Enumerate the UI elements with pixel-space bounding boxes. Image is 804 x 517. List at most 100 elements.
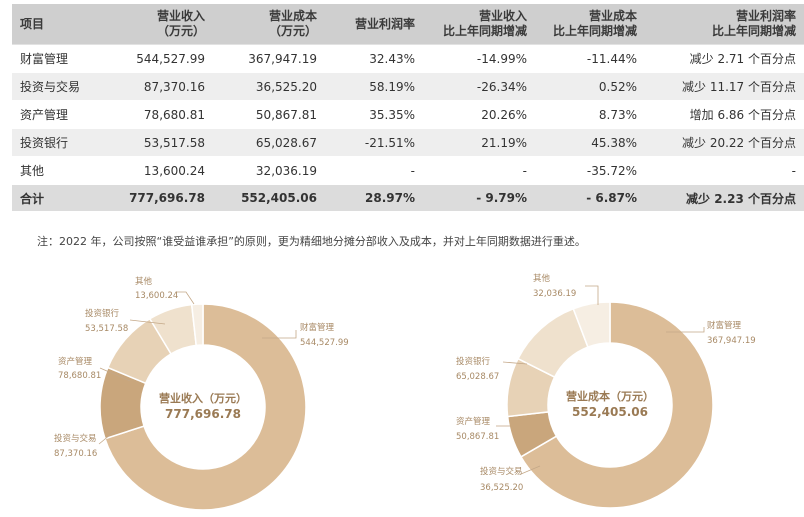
column-header-line1: 营业利润率 <box>735 9 796 23</box>
table-cell: 减少 11.17 个百分点 <box>645 72 804 101</box>
segment-table: 项目 营业收入 （万元） 营业成本 （万元） 营业利润率 营业收入 比上年同期增减 营业成本 比上… <box>12 4 804 212</box>
donut-slice-0 <box>104 303 307 511</box>
table-cell: 13,600.24 <box>110 156 213 185</box>
total-cell: 28.97% <box>325 184 423 212</box>
table-row: 投资与交易 87,370.16 36,525.20 58.19% -26.34% 0.52… <box>12 72 804 101</box>
slice-label-value: 544,527.99 <box>300 338 349 348</box>
slice-label-name: 资产管理 <box>58 356 93 367</box>
revenue-donut-chart: 营业收入（万元） 777,696.78 财富管理 544,527.99 投资与交易 87,… <box>54 276 349 511</box>
table-cell: 投资银行 <box>12 128 110 157</box>
table-cell: - <box>645 156 804 185</box>
slice-label-value: 65,028.67 <box>456 372 499 382</box>
table-cell: 减少 20.22 个百分点 <box>645 128 804 157</box>
label-leader-line <box>129 319 166 325</box>
slice-label-name: 投资银行 <box>85 308 120 319</box>
column-header-line2: 比上年同期增减 <box>552 24 637 38</box>
slice-label-value: 32,036.19 <box>533 289 576 299</box>
column-header: 营业收入 比上年同期增减 <box>423 4 535 45</box>
label-leader-line <box>502 361 528 365</box>
total-cell: 552,405.06 <box>213 184 325 212</box>
table-cell: -26.34% <box>423 72 535 101</box>
table-cell: 53,517.58 <box>110 128 213 157</box>
table-cell: -21.51% <box>325 128 423 157</box>
column-header-line1: 营业收入 <box>156 9 205 23</box>
table-cell: 367,947.19 <box>213 44 325 73</box>
table-cell: -35.72% <box>535 156 645 185</box>
table-cell: 32,036.19 <box>213 156 325 185</box>
table-row: 资产管理 78,680.81 50,867.81 35.35% 20.26% 8.73% 增… <box>12 100 804 129</box>
label-leader-line <box>666 327 705 333</box>
column-header-line1: 营业成本 <box>268 9 317 23</box>
slice-label-name: 其他 <box>135 276 153 287</box>
column-header-line1: 项目 <box>20 16 45 31</box>
table-row: 投资银行 53,517.58 65,028.67 -21.51% 21.19% 45.38… <box>12 128 804 157</box>
label-leader-line <box>262 330 297 339</box>
footnote: 注：2022 年，公司按照“谁受益谁承担”的原则，更为精细地分摊分部收入及成本，… <box>37 235 586 248</box>
donut-slice-4 <box>572 301 611 349</box>
table-cell: -14.99% <box>423 44 535 73</box>
slice-label-name: 资产管理 <box>456 416 491 427</box>
slice-label-name: 其他 <box>533 273 551 284</box>
slice-label-name: 财富管理 <box>300 322 335 333</box>
table-header-row: 项目 营业收入 （万元） 营业成本 （万元） 营业利润率 营业收入 比上年同期增减 营业成本 比上… <box>12 4 804 45</box>
table-cell: 58.19% <box>325 72 423 101</box>
table-cell: -11.44% <box>535 44 645 73</box>
slice-label-name: 投资银行 <box>456 356 491 367</box>
table-cell: - <box>325 156 423 185</box>
total-cell: - 6.87% <box>535 184 645 212</box>
column-header-line2: 比上年同期增减 <box>442 24 527 38</box>
slice-label-value: 13,600.24 <box>135 291 178 301</box>
table-cell: 8.73% <box>535 100 645 129</box>
table-cell: 财富管理 <box>12 44 110 73</box>
column-header-line2: 比上年同期增减 <box>711 24 796 38</box>
column-header: 营业收入 （万元） <box>110 4 213 45</box>
column-header: 营业成本 （万元） <box>213 4 325 45</box>
table-cell: 投资与交易 <box>12 72 110 101</box>
table-cell: 资产管理 <box>12 100 110 129</box>
table-cell: 544,527.99 <box>110 44 213 73</box>
table-cell: 50,867.81 <box>213 100 325 129</box>
slice-label-value: 87,370.16 <box>54 449 97 459</box>
column-header-line1: 营业利润率 <box>354 16 415 31</box>
table-total-row: 合计 777,696.78 552,405.06 28.97% - 9.79% - 6.8… <box>12 184 804 212</box>
slice-label-value: 36,525.20 <box>480 483 523 493</box>
table-row: 其他 13,600.24 32,036.19- - -35.72% - <box>12 156 804 185</box>
table-cell: 减少 2.71 个百分点 <box>645 44 804 73</box>
donut-slice-4 <box>190 303 204 347</box>
table-cell: 45.38% <box>535 128 645 157</box>
label-leader-line <box>99 367 131 382</box>
donut-center-title: 营业收入（万元） <box>159 391 247 405</box>
cost-donut-chart: 营业成本（万元） 552,405.06 财富管理 367,947.19 投资与交易 36,… <box>456 273 756 509</box>
slice-label-value: 50,867.81 <box>456 432 499 442</box>
column-header: 营业利润率 比上年同期增减 <box>645 4 804 45</box>
table-cell: 20.26% <box>423 100 535 129</box>
table-cell: 21.19% <box>423 128 535 157</box>
table-cell: 35.35% <box>325 100 423 129</box>
table-cell: 0.52% <box>535 72 645 101</box>
table-cell: 87,370.16 <box>110 72 213 101</box>
label-leader-line <box>585 285 599 305</box>
slice-label-name: 投资与交易 <box>54 433 97 444</box>
table-cell: 78,680.81 <box>110 100 213 129</box>
table-row: 财富管理 544,527.99 367,947.19 32.43% -14.99% -11… <box>12 44 804 73</box>
donut-slice-0 <box>519 301 714 509</box>
table-cell: 36,525.20 <box>213 72 325 101</box>
table-cell: 65,028.67 <box>213 128 325 157</box>
table-cell: 其他 <box>12 156 110 185</box>
column-header: 营业成本 比上年同期增减 <box>535 4 645 45</box>
slice-label-value: 78,680.81 <box>58 371 101 381</box>
table-cell: 增加 6.86 个百分点 <box>645 100 804 129</box>
column-header: 营业利润率 <box>325 4 423 45</box>
donut-center-total: 552,405.06 <box>572 405 648 419</box>
slice-label-name: 投资与交易 <box>480 466 523 477</box>
slice-label-value: 53,517.58 <box>85 324 128 334</box>
total-cell: 减少 2.23 个百分点 <box>645 184 804 212</box>
column-header: 项目 <box>12 4 110 45</box>
column-header-line1: 营业成本 <box>588 9 637 23</box>
table-cell: - <box>423 156 535 185</box>
donut-center-total: 777,696.78 <box>165 407 241 421</box>
label-leader-line <box>98 429 117 445</box>
table-cell: 32.43% <box>325 44 423 73</box>
label-leader-line <box>520 465 541 475</box>
